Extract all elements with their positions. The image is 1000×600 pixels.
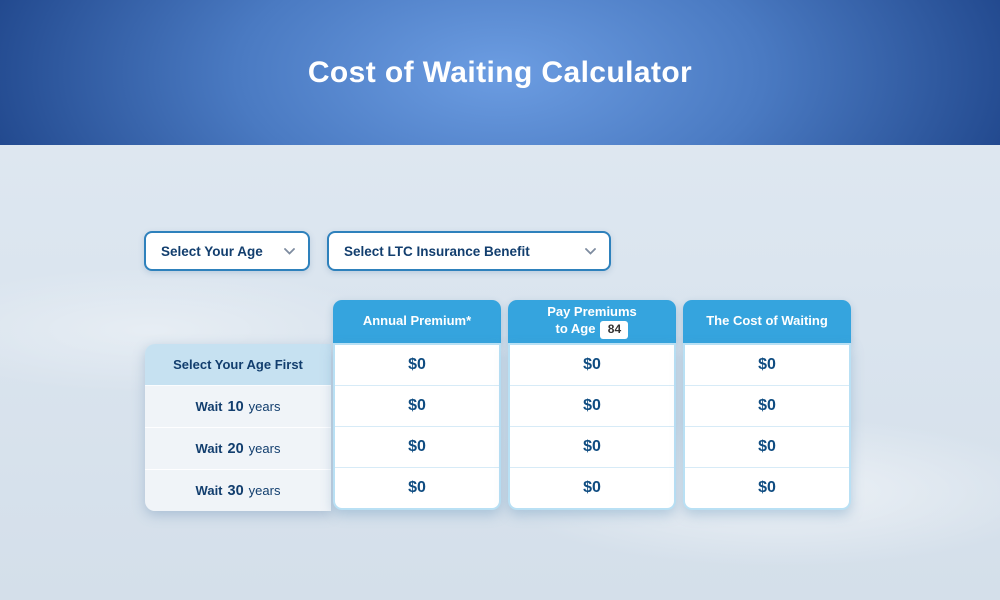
age-select[interactable]: Select Your Age (144, 231, 310, 271)
chevron-down-icon (284, 247, 295, 255)
premium-age-input[interactable]: 84 (600, 321, 629, 339)
column-body-annual-premium: $0 $0 $0 $0 (333, 343, 501, 510)
row-label-select-age-first: Select Your Age First (145, 344, 331, 386)
value-cell: $0 (335, 426, 499, 467)
column-body-cost-of-waiting: $0 $0 $0 $0 (683, 343, 851, 510)
value-cell: $0 (510, 385, 674, 426)
cost-of-waiting-table: Select Your Age First Wait 10 years Wait… (144, 300, 852, 514)
row-label-wait-10: Wait 10 years (145, 386, 331, 428)
value-cell: $0 (335, 467, 499, 508)
benefit-select-value: Select LTC Insurance Benefit (344, 243, 530, 259)
value-cell: $0 (510, 426, 674, 467)
value-cell: $0 (408, 356, 426, 373)
value-cell: $0 (583, 356, 601, 373)
row-labels-column: Select Your Age First Wait 10 years Wait… (145, 344, 331, 511)
hero-banner: Cost of Waiting Calculator (0, 0, 1000, 145)
age-select-value: Select Your Age (161, 243, 263, 259)
row-label-wait-30: Wait 30 years (145, 470, 331, 511)
column-header-annual-premium: Annual Premium* (333, 300, 501, 343)
pay-premiums-line2: to Age 84 (556, 321, 629, 339)
page-title: Cost of Waiting Calculator (307, 56, 693, 89)
column-header-pay-premiums: Pay Premiums to Age 84 (508, 300, 676, 343)
chevron-down-icon (585, 247, 596, 255)
value-cell: $0 (758, 356, 776, 373)
column-body-pay-premiums: $0 $0 $0 $0 (508, 343, 676, 510)
column-header-cost-of-waiting: The Cost of Waiting (683, 300, 851, 343)
filters-row: Select Your Age Select LTC Insurance Ben… (144, 231, 611, 271)
column-pay-premiums: Pay Premiums to Age 84 $0 $0 $0 $0 (508, 300, 676, 510)
pay-premiums-line1: Pay Premiums (547, 304, 637, 320)
column-annual-premium: Annual Premium* $0 $0 $0 $0 (333, 300, 501, 510)
value-cell: $0 (335, 385, 499, 426)
value-cell: $0 (685, 467, 849, 508)
benefit-select[interactable]: Select LTC Insurance Benefit (327, 231, 611, 271)
value-cell: $0 (685, 426, 849, 467)
value-cell: $0 (685, 385, 849, 426)
column-cost-of-waiting: The Cost of Waiting $0 $0 $0 $0 (683, 300, 851, 510)
row-label-wait-20: Wait 20 years (145, 428, 331, 470)
value-cell: $0 (510, 467, 674, 508)
